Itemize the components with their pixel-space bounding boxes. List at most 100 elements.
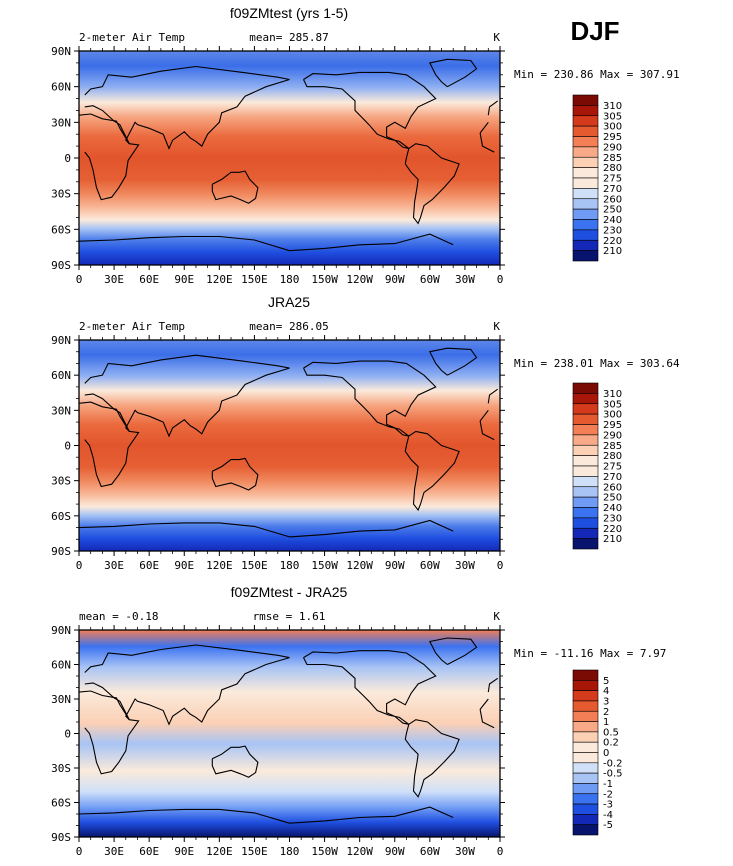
x-tick-label: 90W [385, 273, 405, 286]
x-tick-label: 60E [139, 273, 159, 286]
coastline [487, 388, 499, 404]
panel-min-max: Min = -11.16 Max = 7.97 [514, 647, 666, 660]
panel-1: f09ZMtest (yrs 1-5) 2-meter Air Temp mean=… [51, 5, 679, 286]
colorbar-label: 0.2 [603, 738, 619, 749]
colorbar-box [572, 208, 599, 220]
colorbar-box [572, 382, 599, 394]
coastline [479, 132, 495, 153]
colorbar-label: 4 [603, 686, 609, 697]
map-field [79, 51, 500, 265]
panel-title: f09ZMtest (yrs 1-5) [230, 5, 348, 21]
colorbar-box [572, 444, 599, 456]
colorbar-label: -0.5 [603, 769, 623, 780]
y-tick-label: 90N [51, 624, 71, 637]
colorbar-label: 305 [603, 111, 622, 122]
x-tick-label: 30E [104, 559, 124, 572]
colorbar-label: 275 [603, 462, 622, 473]
colorbar-box [572, 793, 599, 805]
season-label: DJF [570, 16, 619, 46]
colorbar-box [572, 413, 599, 425]
colorbar-box [572, 803, 599, 815]
x-tick-label: 150E [241, 559, 268, 572]
y-tick-label: 0 [64, 440, 71, 453]
colorbar-label: 280 [603, 163, 622, 174]
y-tick-label: 30S [51, 762, 71, 775]
coastline [303, 650, 437, 725]
x-tick-label: 120W [346, 559, 373, 572]
colorbar-box [572, 752, 599, 764]
colorbar-label: 250 [603, 205, 622, 216]
coastline [211, 745, 259, 778]
x-tick-label: 0 [497, 273, 504, 286]
colorbar-box [572, 741, 599, 753]
y-tick-label: 0 [64, 728, 71, 741]
coastline [428, 347, 478, 376]
panel-left-label: mean = -0.18 [79, 610, 158, 623]
colorbar-label: 210 [603, 246, 622, 257]
colorbar-box [572, 229, 599, 241]
coastline [428, 58, 478, 88]
x-tick-label: 120W [346, 845, 373, 858]
colorbar-label: -5 [603, 820, 613, 831]
y-tick-label: 90S [51, 545, 71, 558]
x-tick-label: 30W [455, 845, 475, 858]
coastline [78, 808, 290, 824]
colorbar-label: 285 [603, 441, 622, 452]
y-tick-label: 90S [51, 831, 71, 844]
coastline [479, 420, 495, 441]
x-tick-label: 30E [104, 273, 124, 286]
colorbar-label: 240 [603, 215, 622, 226]
colorbar-label: 260 [603, 482, 622, 493]
colorbar-box [572, 783, 599, 795]
coastline [289, 806, 454, 824]
colorbar-box [572, 721, 599, 733]
x-tick-label: 60E [139, 845, 159, 858]
x-tick-label: 150E [241, 845, 268, 858]
coastline [78, 235, 290, 252]
colorbar-box [572, 496, 599, 508]
colorbar-label: 290 [603, 430, 622, 441]
colorbar-label: -1 [603, 779, 613, 790]
x-tick-label: 150W [311, 559, 338, 572]
x-tick-label: 30W [455, 273, 475, 286]
x-tick-label: 0 [76, 559, 83, 572]
colorbar-box [572, 434, 599, 446]
colorbar-box [572, 403, 599, 415]
colorbar-label: 305 [603, 399, 622, 410]
x-tick-label: 0 [76, 273, 83, 286]
coastline [303, 360, 437, 437]
colorbar-box [572, 177, 599, 189]
coastline [479, 409, 489, 422]
colorbar-box [572, 393, 599, 405]
colorbar-box [572, 250, 599, 262]
colorbar-box [572, 772, 599, 784]
colorbar-label: 310 [603, 389, 622, 400]
colorbar-box [572, 517, 599, 529]
colorbar-box [572, 115, 599, 127]
y-tick-label: 30N [51, 404, 71, 417]
x-tick-label: 150W [311, 273, 338, 286]
x-tick-label: 180 [280, 845, 300, 858]
colorbar-label: 230 [603, 225, 622, 236]
x-tick-label: 0 [497, 559, 504, 572]
colorbar-box [572, 527, 599, 539]
coastline [404, 143, 460, 225]
coastline [404, 719, 460, 798]
x-tick-label: 60W [420, 273, 440, 286]
colorbar-label: 295 [603, 132, 622, 143]
colorbar-box [572, 824, 599, 836]
colorbar-box [572, 424, 599, 436]
y-tick-label: 30N [51, 116, 71, 129]
colorbar-label: 310 [603, 101, 622, 112]
coastline [289, 519, 454, 538]
panel-title: f09ZMtest - JRA25 [231, 584, 348, 600]
colorbar-label: 290 [603, 142, 622, 153]
panel-center-label: mean= 285.87 [249, 31, 328, 44]
colorbar-label: 300 [603, 410, 622, 421]
colorbar-label: 5 [603, 676, 609, 687]
panel-3: f09ZMtest - JRA25 mean = -0.18 rmse = 1.61… [51, 584, 666, 858]
map-field [79, 630, 500, 837]
x-tick-label: 0 [76, 845, 83, 858]
y-tick-label: 90N [51, 334, 71, 347]
